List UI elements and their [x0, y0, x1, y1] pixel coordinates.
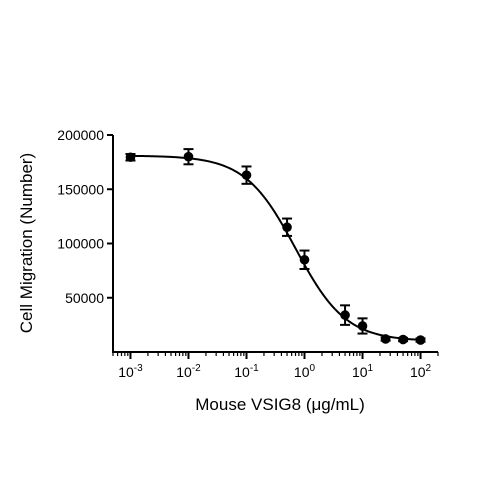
fit-curve-layer [130, 154, 421, 341]
data-point [380, 334, 391, 344]
data-point [282, 217, 293, 237]
fit-curve [130, 154, 421, 341]
data-point [183, 148, 194, 166]
y-tick-label: 200000 [57, 127, 104, 143]
y-tick-label: 50000 [65, 290, 104, 306]
data-point [398, 334, 409, 345]
x-tick-label: 10-2 [176, 363, 201, 380]
x-tick-label: 100 [294, 363, 316, 380]
x-tick-label: 102 [410, 363, 432, 380]
data-point [415, 335, 426, 345]
point-marker [241, 170, 252, 180]
point-marker [299, 254, 310, 265]
point-marker [398, 334, 408, 345]
data-point [357, 317, 368, 335]
data-point [125, 152, 136, 163]
point-marker [282, 222, 292, 233]
x-axis-title: Mouse VSIG8 (μg/mL) [195, 395, 364, 414]
y-tick-label: 100000 [57, 236, 104, 252]
data-point [241, 165, 252, 185]
point-marker [340, 310, 350, 320]
x-tick-label: 10-1 [234, 363, 259, 380]
point-marker [415, 335, 426, 345]
point-marker [125, 152, 136, 163]
data-point [340, 304, 351, 326]
point-marker [357, 321, 368, 331]
tick-labels-layer: 50000 100000 150000 200000 10-3 10-2 10-1 100 10… [57, 127, 431, 380]
data-points-layer [125, 148, 426, 345]
data-point [299, 249, 310, 270]
point-marker [183, 151, 194, 162]
axes [107, 134, 439, 359]
x-tick-label: 10-3 [118, 363, 143, 380]
y-axis-title: Cell Migration (Number) [17, 153, 36, 333]
x-tick-label: 101 [352, 363, 374, 380]
y-tick-label: 150000 [57, 181, 104, 197]
point-marker [380, 334, 391, 344]
